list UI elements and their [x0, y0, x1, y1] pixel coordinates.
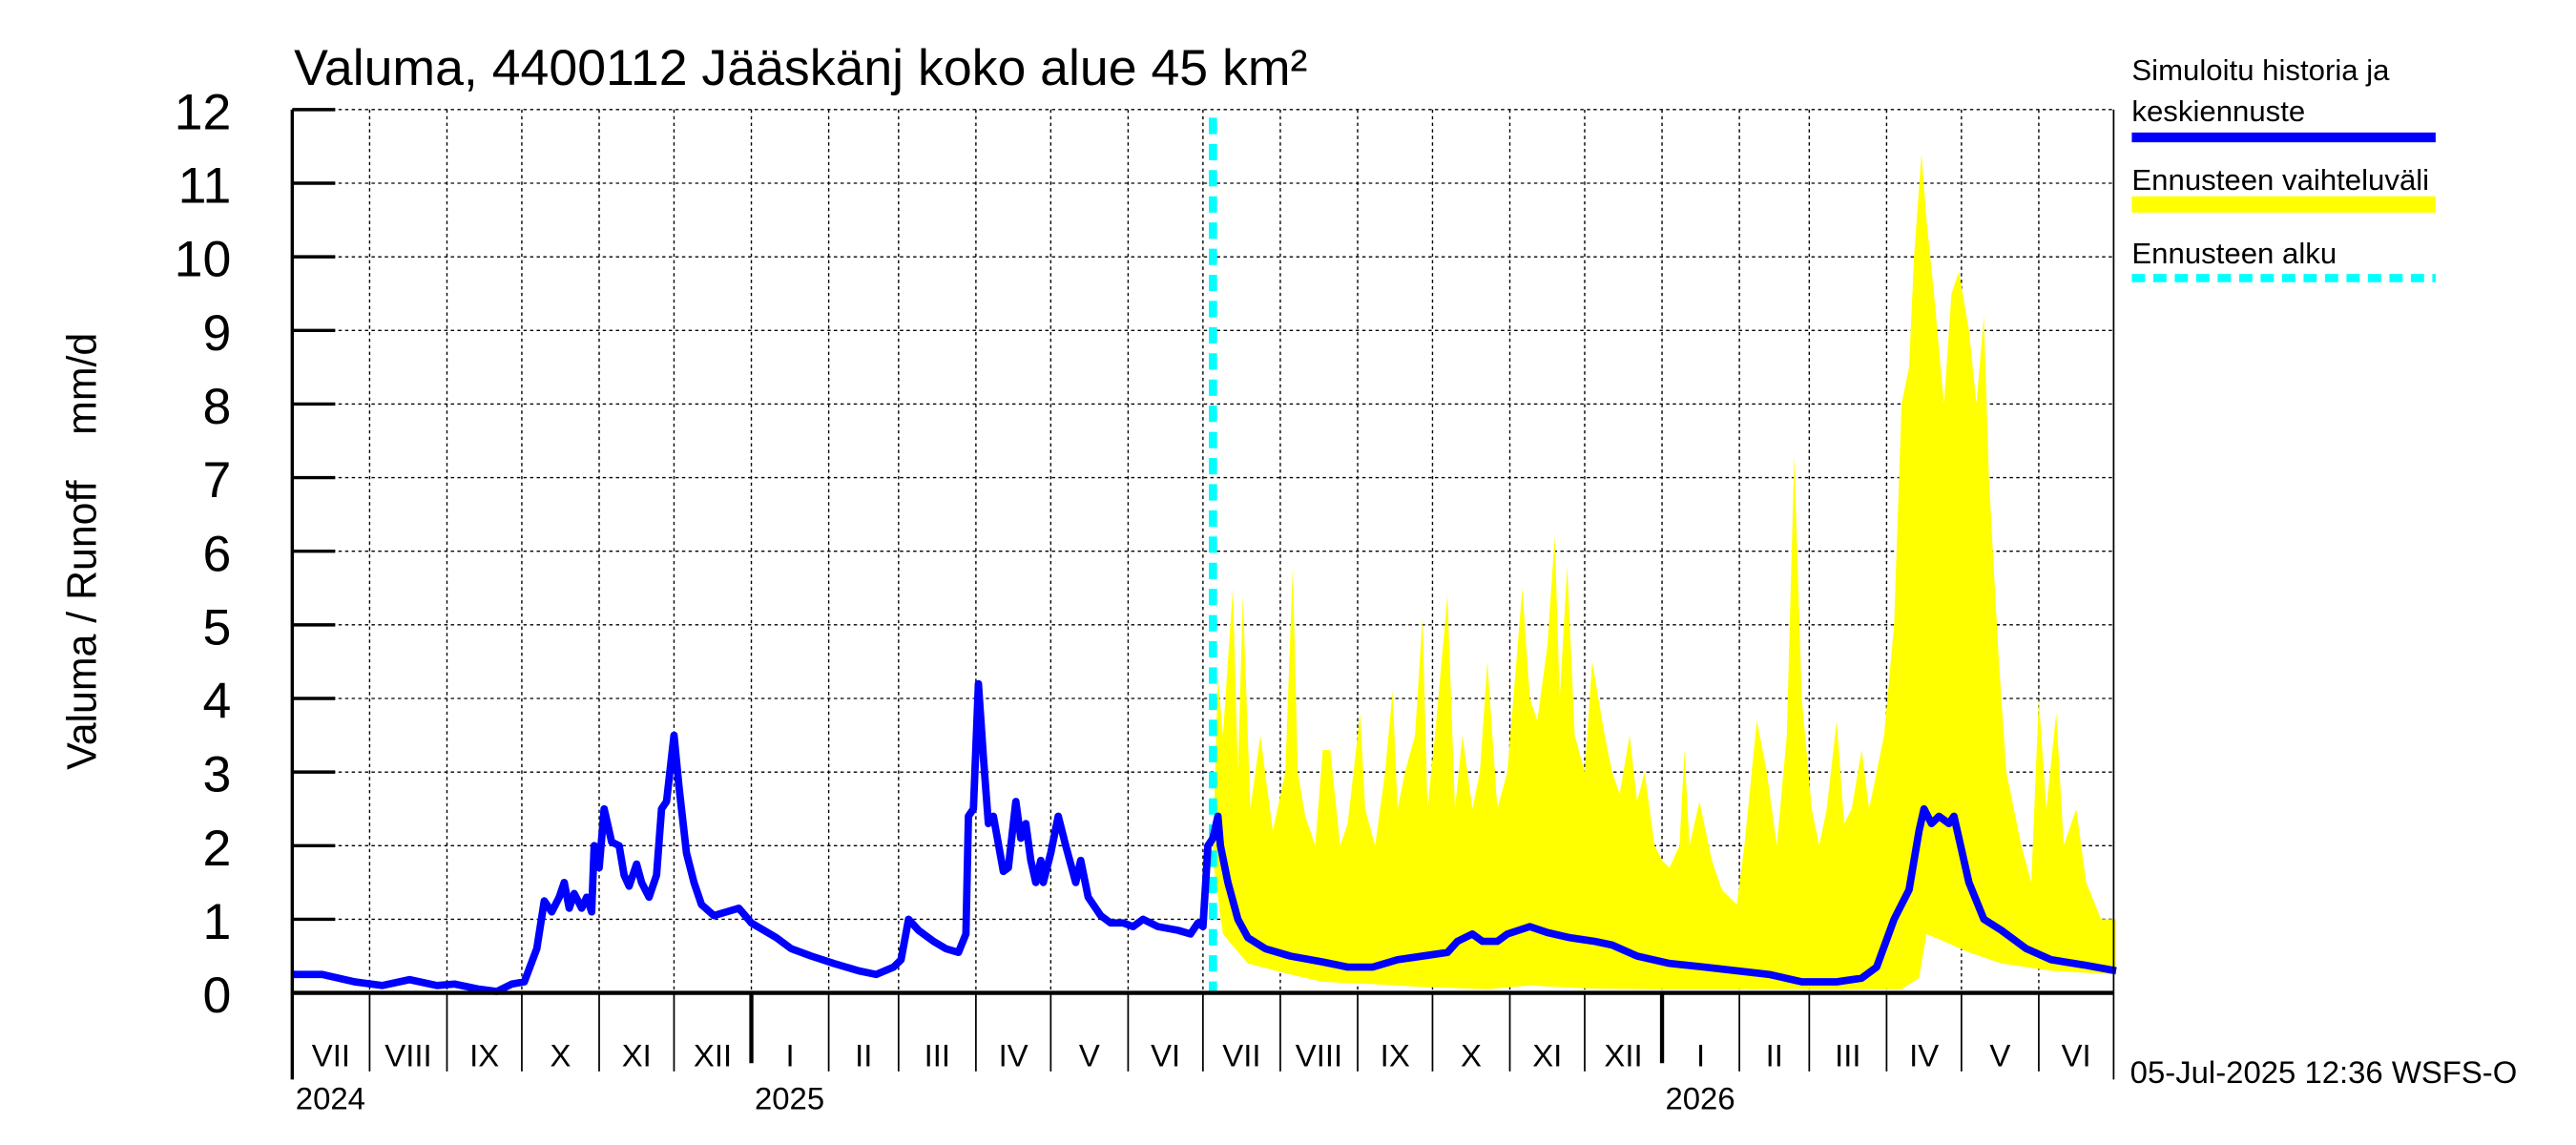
legend: Simuloitu historia ja keskiennuste Ennuste… — [2131, 53, 2436, 282]
month-label: IX — [469, 1038, 499, 1073]
month-label: XI — [622, 1038, 652, 1073]
y-tick-label: 4 — [202, 674, 231, 730]
month-label: XII — [1604, 1038, 1642, 1073]
legend-label: Simuloitu historia ja — [2131, 53, 2390, 87]
x-tick-labels: VII VIII IX X XI XII I II III IV V VI VII VIII IX X XI XI… — [296, 1038, 2091, 1115]
y-tick-label: 2 — [202, 821, 231, 877]
simulated-history-line — [292, 679, 2117, 995]
legend-label: Ennusteen vaihteluväli — [2131, 163, 2429, 197]
month-label: I — [785, 1038, 794, 1073]
legend-label: Ennusteen alku — [2131, 237, 2337, 270]
y-tick-label: 6 — [202, 527, 231, 583]
legend-label: keskiennuste — [2131, 94, 2305, 128]
month-label: VI — [1151, 1038, 1180, 1073]
y-tick-label: 8 — [202, 379, 231, 435]
year-label: 2024 — [296, 1080, 365, 1115]
month-label: X — [1461, 1038, 1482, 1073]
y-tick-label: 0 — [202, 968, 231, 1024]
y-tick-label: 7 — [202, 452, 231, 509]
month-label: VII — [312, 1038, 350, 1073]
y-tick-label: 1 — [202, 894, 231, 950]
month-label: XII — [694, 1038, 732, 1073]
month-label: VIII — [384, 1038, 431, 1073]
month-label: IV — [1909, 1038, 1939, 1073]
month-label: V — [1079, 1038, 1100, 1073]
month-label: VIII — [1296, 1038, 1342, 1073]
month-label: IX — [1381, 1038, 1410, 1073]
forecast-range-area — [1213, 154, 2116, 989]
month-label: II — [1766, 1038, 1783, 1073]
axes — [290, 108, 2115, 1080]
y-tick-label: 12 — [175, 85, 232, 141]
month-label: VI — [2062, 1038, 2091, 1073]
month-label: VII — [1222, 1038, 1260, 1073]
month-label: III — [1835, 1038, 1860, 1073]
year-label: 2025 — [755, 1080, 824, 1115]
footer-timestamp: 05-Jul-2025 12:36 WSFS-O — [2130, 1054, 2518, 1090]
month-label: IV — [999, 1038, 1028, 1073]
month-label: II — [855, 1038, 872, 1073]
forecast-range-band — [1213, 154, 2116, 989]
y-tick-label: 5 — [202, 600, 231, 656]
legend-swatch-band — [2131, 196, 2436, 213]
y-tick-label: 11 — [178, 158, 232, 215]
y-axis-label: Valuma / Runoff mm/d — [59, 333, 105, 770]
month-label: III — [924, 1038, 950, 1073]
month-label: I — [1696, 1038, 1705, 1073]
y-tick-label: 10 — [175, 232, 232, 288]
y-tick-label: 3 — [202, 747, 231, 803]
series-lines — [292, 117, 2117, 995]
month-label: V — [1989, 1038, 2010, 1073]
year-label: 2026 — [1666, 1080, 1735, 1115]
month-label: X — [551, 1038, 571, 1073]
month-label: XI — [1532, 1038, 1562, 1073]
chart-title: Valuma, 4400112 Jääskänj koko alue 45 km… — [294, 40, 1307, 96]
y-tick-label: 9 — [202, 305, 231, 362]
